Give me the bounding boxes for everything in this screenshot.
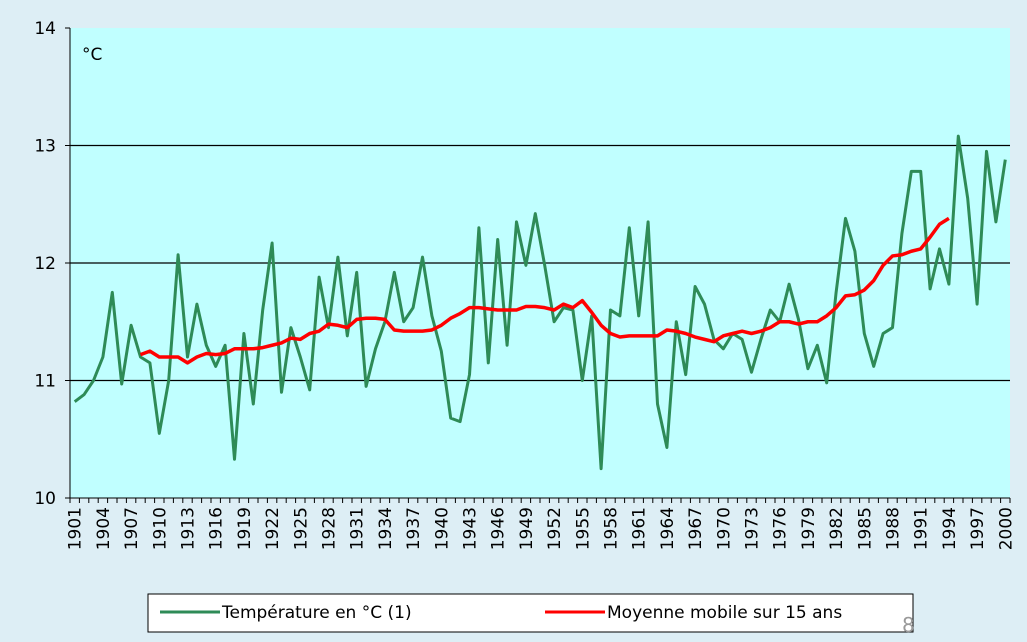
legend-box [147,593,914,633]
x-tick-label: 1952 [545,507,565,550]
x-tick-label: 1985 [855,507,875,550]
x-tick-label: 1940 [432,507,452,550]
x-tick-label: 1907 [122,507,142,550]
series-line [139,216,950,365]
x-tick-label: 1988 [884,507,904,550]
x-tick-label: 1943 [461,507,481,550]
x-tick-label: 1979 [799,507,819,550]
x-tick-label: 1955 [573,507,593,550]
x-tick-label: 1991 [912,507,932,550]
x-tick-label: 1919 [235,507,255,550]
y-tick-label: 11 [34,372,56,392]
x-tick-label: 1994 [940,507,960,550]
x-tick-label: 1961 [630,507,650,550]
unit-annotation: °C [82,45,102,65]
x-tick-label: 1946 [489,507,509,550]
y-tick-label: 14 [34,19,56,39]
x-tick-label: 1901 [66,507,86,550]
x-tick-label: 1964 [658,507,678,550]
legend-label: Moyenne mobile sur 15 ans [607,603,842,623]
x-tick-label: 1910 [150,507,170,550]
x-tick-label: 1997 [968,507,988,550]
x-tick-label: 1913 [179,507,199,550]
page-number: 8 [902,613,915,637]
x-tick-label: 1931 [348,507,368,550]
y-tick-label: 13 [34,137,56,157]
y-tick-label: 12 [34,254,56,274]
x-tick-label: 1973 [743,507,763,550]
x-tick-label: 1904 [94,507,114,550]
x-tick-label: 1949 [517,507,537,550]
x-tick-label: 1976 [771,507,791,550]
x-tick-label: 1982 [827,507,847,550]
x-tick-label: 1934 [376,507,396,550]
y-tick-label: 10 [34,489,56,509]
series-line [73,134,1007,471]
x-tick-label: 1958 [602,507,622,550]
x-tick-label: 1937 [404,507,424,550]
x-tick-label: 1928 [320,507,340,550]
x-tick-label: 1916 [207,507,227,550]
x-tick-label: 1970 [714,507,734,550]
x-tick-label: 1925 [291,507,311,550]
x-tick-label: 1967 [686,507,706,550]
x-tick-label: 2000 [996,507,1016,550]
legend-label: Température en °C (1) [221,603,412,623]
x-tick-label: 1922 [263,507,283,550]
